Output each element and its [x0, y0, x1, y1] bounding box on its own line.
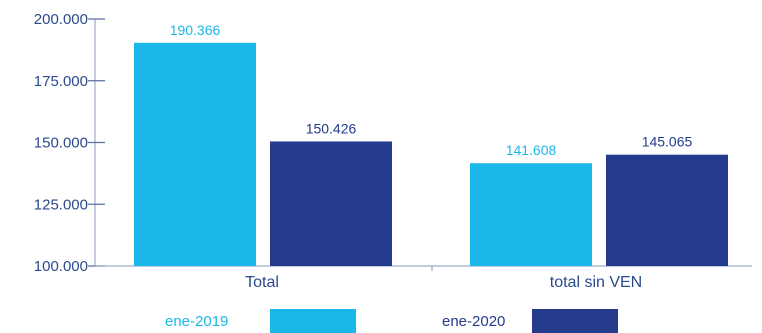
bar: [470, 163, 592, 266]
data-label: 145.065: [642, 134, 693, 150]
legend-swatch: [270, 309, 356, 333]
data-label: 150.426: [306, 120, 357, 136]
x-category-label: Total: [245, 274, 279, 291]
legend-swatch: [532, 309, 618, 333]
y-tick-label: 175.000: [34, 73, 88, 90]
data-labels: 190.366 141.608 150.426 145.065: [170, 22, 693, 158]
legend-label: ene-2019: [165, 313, 228, 330]
x-category-label: total sin VEN: [550, 274, 642, 291]
data-label: 141.608: [506, 142, 557, 158]
bars: [134, 42, 728, 267]
legend-label: ene-2020: [442, 313, 505, 330]
legend: ene-2019 ene-2020: [165, 309, 618, 333]
y-axis: 100.000 125.000 150.000 175.000 200.000: [34, 11, 105, 275]
y-tick-label: 125.000: [34, 196, 88, 213]
y-tick-label: 100.000: [34, 258, 88, 275]
bar: [134, 42, 256, 267]
y-tick-label: 200.000: [34, 11, 88, 28]
bar: [606, 154, 728, 266]
bar: [270, 141, 392, 266]
x-axis: Total total sin VEN: [95, 265, 752, 291]
data-label: 190.366: [170, 22, 221, 38]
y-tick-label: 150.000: [34, 135, 88, 152]
